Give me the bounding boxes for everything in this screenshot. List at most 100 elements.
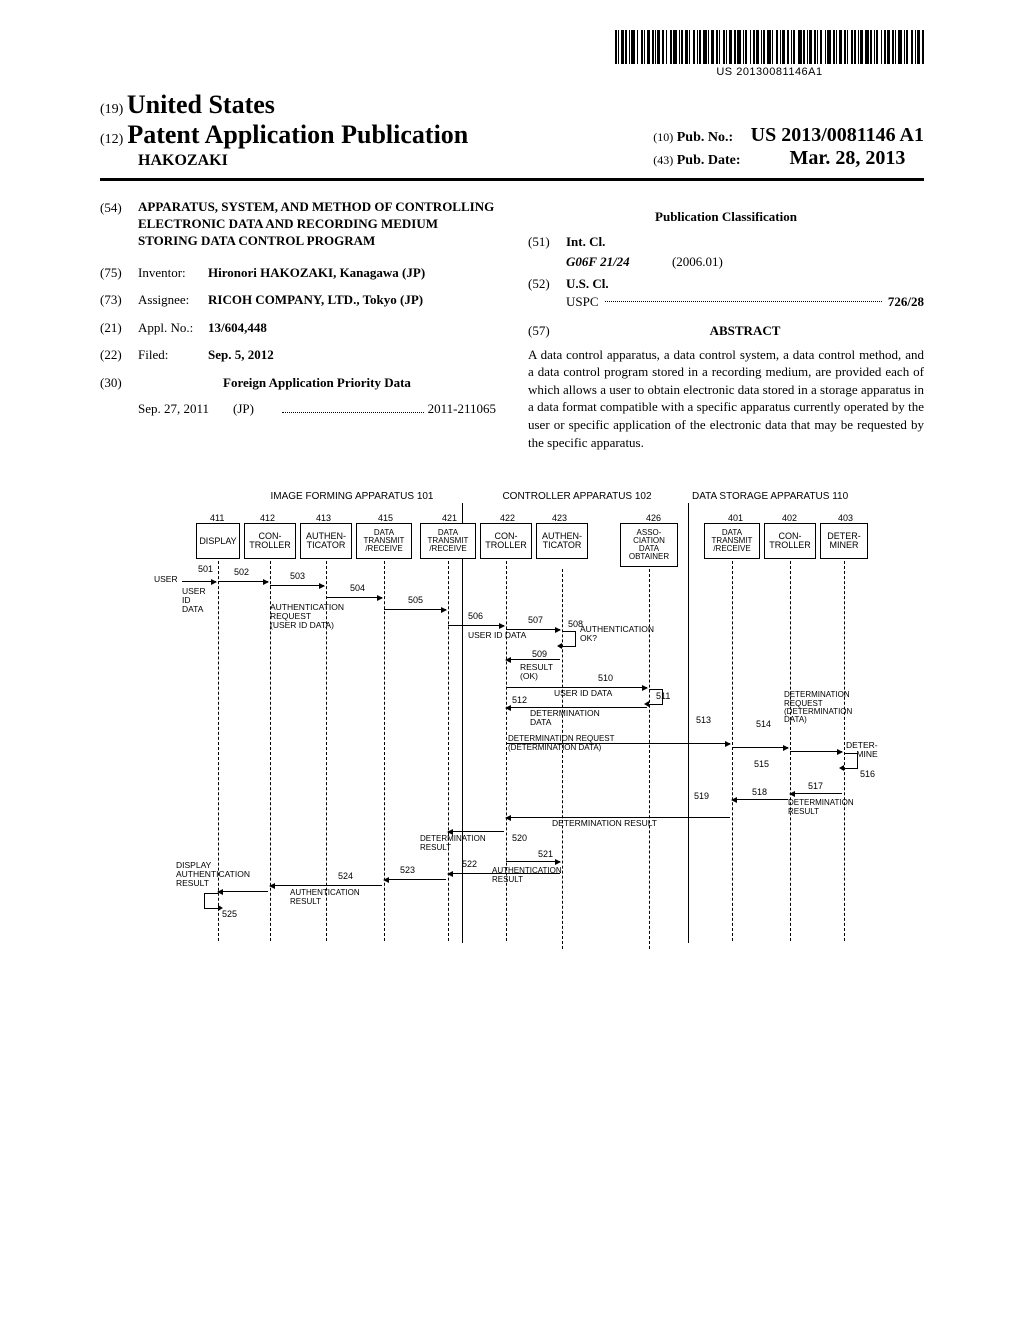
ref-519: 519: [694, 791, 709, 801]
ref-413: 413: [316, 513, 331, 523]
ref-421: 421: [442, 513, 457, 523]
header-country-line: (19) United States: [100, 90, 924, 120]
det-data-label: DETERMINATION DATA: [530, 709, 600, 727]
arrow: [506, 659, 560, 660]
arrow: [384, 609, 446, 610]
code-54: (54): [100, 199, 138, 250]
inventor-label: Inventor:: [138, 264, 208, 282]
lifeline: [844, 561, 845, 941]
uscl-label: U.S. Cl.: [566, 276, 609, 291]
ref-520: 520: [512, 833, 527, 843]
intcl-row: G06F 21/24 (2006.01): [566, 253, 924, 271]
code-51: (51): [528, 233, 566, 251]
arrow: [270, 885, 382, 886]
filed-value: Sep. 5, 2012: [208, 346, 496, 364]
arrow: [790, 751, 842, 752]
invention-title: APPARATUS, SYSTEM, AND METHOD OF CONTROL…: [138, 199, 496, 250]
lifeline: [562, 569, 563, 949]
arrow: [326, 597, 382, 598]
ref-525: 525: [222, 909, 237, 919]
box-authenticator-1: AUTHEN- TICATOR: [300, 523, 352, 559]
country-name: United States: [127, 90, 275, 119]
barcode-label: US 20130081146A1: [615, 66, 924, 78]
det-req-short-label: DETERMINATION REQUEST (DETERMINATION DAT…: [784, 691, 852, 725]
arrow: [732, 747, 788, 748]
code-52: (52): [528, 275, 566, 293]
ref-515: 515: [754, 759, 769, 769]
ref-503: 503: [290, 571, 305, 581]
box-display: DISPLAY: [196, 523, 240, 559]
self-loop: [562, 631, 576, 647]
uspc-row: USPC 726/28: [566, 294, 924, 310]
header-divider: [100, 178, 924, 181]
box-data-tx-1: DATA TRANSMIT /RECEIVE: [356, 523, 412, 559]
pubno-label: Pub. No.:: [677, 130, 733, 145]
ref-524: 524: [338, 871, 353, 881]
applno-label: Appl. No.:: [138, 319, 208, 337]
box-data-tx-2: DATA TRANSMIT /RECEIVE: [420, 523, 476, 559]
section-img-label: IMAGE FORMING APPARATUS 101: [242, 491, 462, 502]
applno-value: 13/604,448: [208, 319, 496, 337]
auth-result-1: AUTHENTICATION RESULT: [492, 867, 562, 884]
arrow: [506, 861, 560, 862]
sequence-diagram: IMAGE FORMING APPARATUS 101 CONTROLLER A…: [152, 491, 872, 971]
ref-426: 426: [646, 513, 661, 523]
auth-result-2: AUTHENTICATION RESULT: [290, 889, 360, 906]
code-19: (19): [100, 102, 123, 117]
arrow: [218, 891, 268, 892]
priority-country: (JP): [233, 401, 278, 417]
assignee-value: RICOH COMPANY, LTD., Tokyo (JP): [208, 291, 496, 309]
ref-518: 518: [752, 787, 767, 797]
result-ok-label: RESULT (OK): [520, 663, 553, 681]
ref-423: 423: [552, 513, 567, 523]
abstract-text: A data control apparatus, a data control…: [528, 346, 924, 451]
det-result-short-2: DETERMINATION RESULT: [420, 835, 486, 852]
publication-title: Patent Application Publication: [127, 120, 468, 149]
ref-507: 507: [528, 615, 543, 625]
ref-517: 517: [808, 781, 823, 791]
ref-513: 513: [696, 715, 711, 725]
biblio-columns: (54) APPARATUS, SYSTEM, AND METHOD OF CO…: [100, 199, 924, 451]
box-controller-2: CON- TROLLER: [480, 523, 532, 559]
ref-516: 516: [860, 769, 875, 779]
box-controller-1: CON- TROLLER: [244, 523, 296, 559]
abstract-label: ABSTRACT: [710, 323, 781, 338]
arrow: [384, 879, 446, 880]
section-ctrl-label: CONTROLLER APPARATUS 102: [472, 491, 682, 502]
auth-request-label: AUTHENTICATION REQUEST (USER ID DATA): [270, 603, 344, 630]
self-loop: [649, 689, 663, 705]
ref-403: 403: [838, 513, 853, 523]
ref-504: 504: [350, 583, 365, 593]
code-43: (43): [653, 153, 673, 167]
priority-date: Sep. 27, 2011: [138, 401, 233, 417]
ref-523: 523: [400, 865, 415, 875]
ref-412: 412: [260, 513, 275, 523]
arrow: [448, 625, 504, 626]
ref-522: 522: [462, 859, 477, 869]
user-label: USER: [154, 575, 178, 584]
arrow: [270, 585, 324, 586]
ref-411: 411: [210, 513, 224, 523]
lifeline: [448, 561, 449, 941]
code-10: (10): [653, 130, 673, 144]
ref-510: 510: [598, 673, 613, 683]
code-12: (12): [100, 132, 123, 147]
determine-label: DETER- MINE: [846, 741, 878, 759]
pubno-value: US 2013/0081146 A1: [751, 124, 924, 146]
priority-appno: 2011-211065: [428, 401, 496, 417]
code-75: (75): [100, 264, 138, 282]
intcl-code: G06F 21/24: [566, 254, 630, 269]
left-column: (54) APPARATUS, SYSTEM, AND METHOD OF CO…: [100, 199, 496, 451]
box-assoc-data: ASSO- CIATION DATA OBTAINER: [620, 523, 678, 567]
ref-521: 521: [538, 849, 553, 859]
ref-502: 502: [234, 567, 249, 577]
pubdate-label: Pub. Date:: [677, 153, 741, 168]
inventor-surname: HAKOZAKI: [138, 152, 468, 170]
lifeline: [506, 561, 507, 941]
code-57: (57): [528, 322, 566, 340]
user-id-data-msg-2: USER ID DATA: [554, 689, 612, 698]
foreign-priority-heading: Foreign Application Priority Data: [223, 375, 411, 390]
ref-506: 506: [468, 611, 483, 621]
code-22: (22): [100, 346, 138, 364]
ref-401: 401: [728, 513, 743, 523]
